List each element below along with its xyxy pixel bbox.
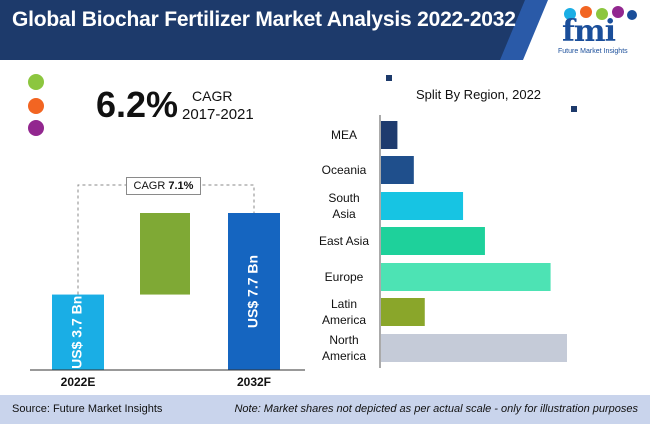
increment-bar <box>140 213 190 295</box>
source-text: Source: Future Market Insights <box>12 403 163 415</box>
region-category-label: Oceania <box>322 163 367 177</box>
header-background <box>0 0 548 60</box>
region-bar <box>381 334 567 362</box>
region-category-label: Latin America <box>322 297 366 327</box>
forecast-cagr-annotation: CAGR 7.1% <box>126 177 201 195</box>
region-category-label: North America <box>322 333 366 363</box>
logo-subtitle: Future Market Insights <box>558 48 628 55</box>
page-title: Global Biochar Fertilizer Market Analysi… <box>12 8 516 31</box>
decorative-square <box>386 75 392 81</box>
region-bar <box>381 263 551 291</box>
forecast-bar-value-label: US$ 7.7 Bn <box>245 255 261 328</box>
region-category-label: East Asia <box>319 234 369 248</box>
legend-dot-purple <box>28 120 44 136</box>
region-category-label: South Asia <box>328 191 359 221</box>
region-bar-chart: MEA Oceania South Asia East Asia Europe Latin A… <box>319 115 567 368</box>
forecast-bar-value-label: US$ 3.7 Bn <box>69 296 85 369</box>
forecast-cagr-value: 7.1% <box>168 180 194 192</box>
cagr-connector-line <box>77 184 255 295</box>
region-chart-title: Split By Region, 2022 <box>416 87 542 102</box>
region-bar <box>381 298 425 326</box>
logo-wordmark: fmi <box>562 14 616 49</box>
forecast-cagr-prefix: CAGR <box>133 180 166 192</box>
region-category-label: MEA <box>331 128 357 142</box>
cagr-period: 2017-2021 <box>182 106 254 123</box>
footer-note: Note: Market shares not depicted as per … <box>234 403 638 415</box>
region-bar <box>381 156 414 184</box>
forecast-bar-chart: US$ 3.7 Bn 2022E US$ 7.7 Bn 2032F <box>30 184 305 389</box>
legend-dot-green <box>28 74 44 90</box>
legend-dot-orange <box>28 98 44 114</box>
forecast-category-label: 2022E <box>61 375 96 389</box>
cagr-label: CAGR <box>192 88 233 104</box>
region-bar <box>381 121 398 149</box>
header-banner: Global Biochar Fertilizer Market Analysi… <box>0 0 650 60</box>
region-bar <box>381 227 485 255</box>
region-bar <box>381 192 464 220</box>
fmi-logo: fmi Future Market Insights <box>556 4 642 58</box>
decorative-square <box>571 106 577 112</box>
forecast-bar <box>228 213 280 370</box>
footer: Source: Future Market Insights Note: Mar… <box>0 395 650 424</box>
forecast-category-label: 2032F <box>237 375 271 389</box>
cagr-value: 6.2% <box>96 84 179 125</box>
forecast-bar <box>52 294 104 370</box>
region-category-label: Europe <box>325 270 364 284</box>
logo-icons <box>564 6 637 20</box>
